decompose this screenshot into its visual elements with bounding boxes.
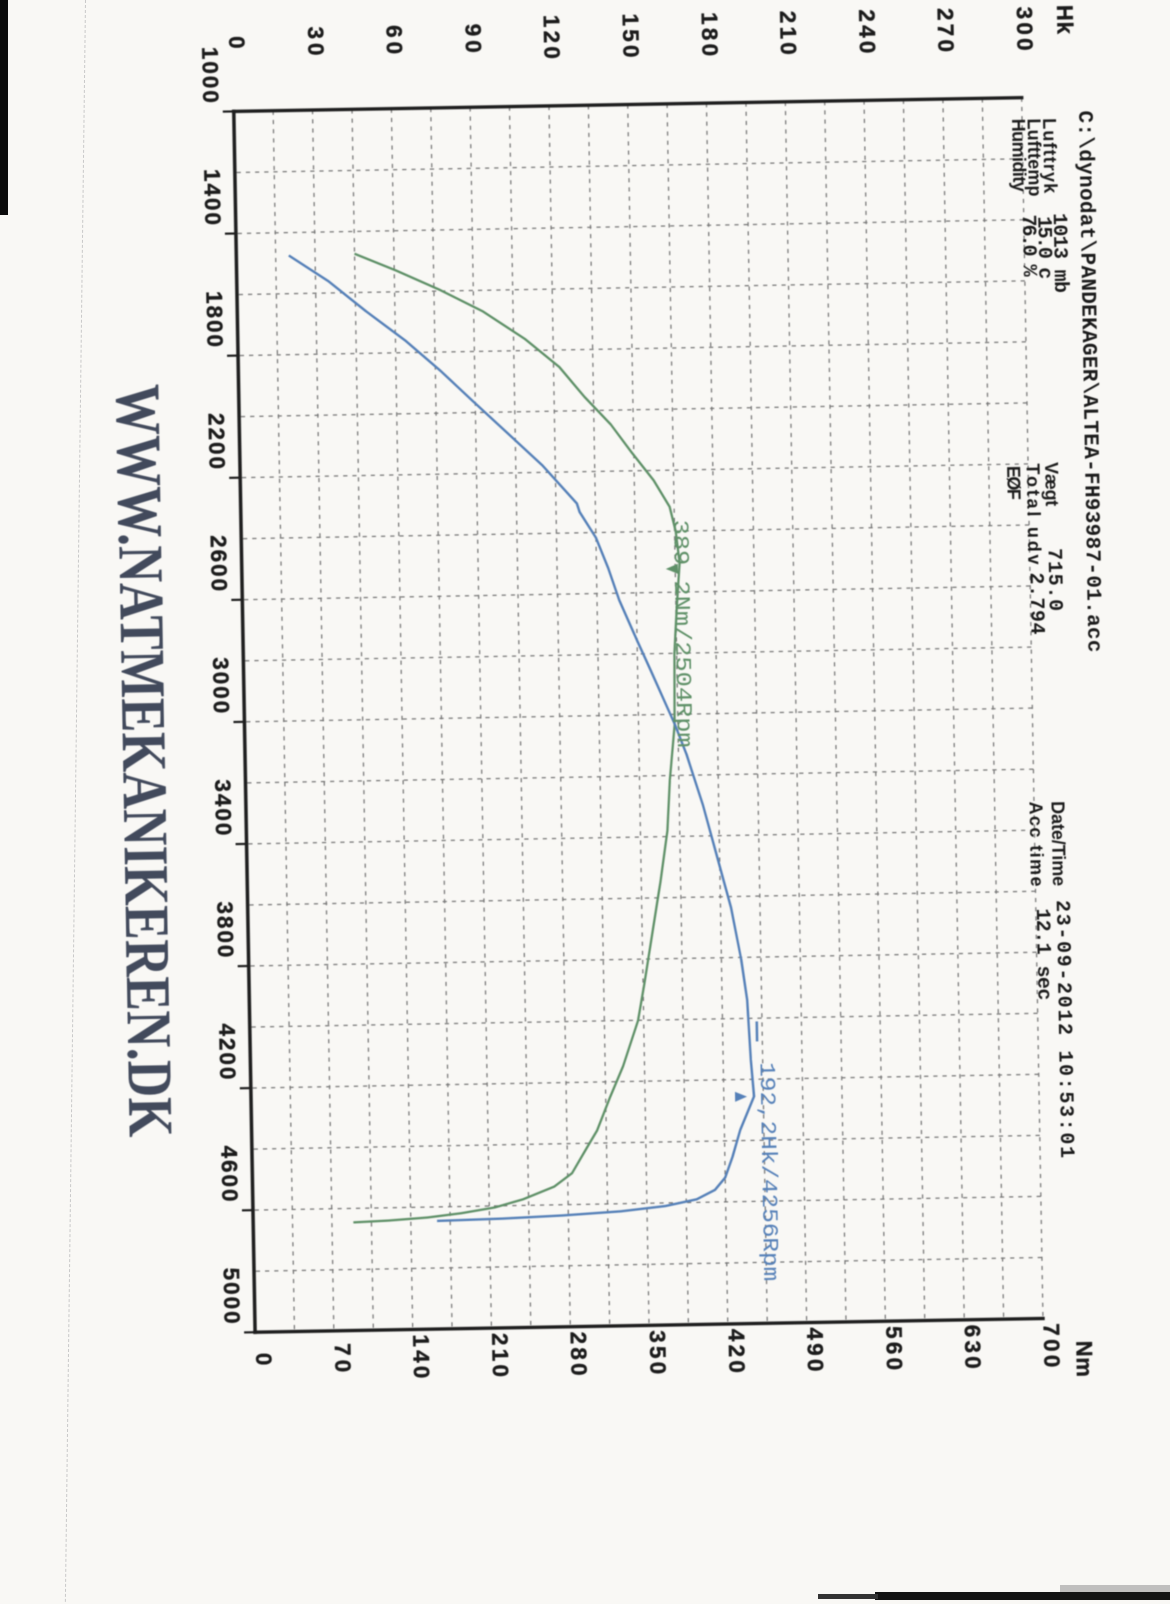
svg-text:280: 280 (566, 1331, 592, 1375)
svg-text:350: 350 (645, 1330, 671, 1374)
svg-text:1800: 1800 (201, 291, 227, 347)
svg-text:420: 420 (723, 1329, 749, 1373)
svg-text:2200: 2200 (204, 413, 230, 469)
svg-text:270: 270 (933, 8, 959, 52)
svg-text:140: 140 (408, 1334, 434, 1378)
svg-text:Date/Time: Date/Time (1047, 801, 1068, 886)
svg-text:560: 560 (881, 1326, 907, 1370)
svg-text:Total udv: Total udv (1023, 463, 1045, 564)
svg-text:30: 30 (303, 26, 329, 55)
svg-text:12.1 sec: 12.1 sec (1030, 908, 1055, 1000)
svg-text:Acc time: Acc time (1025, 801, 1046, 886)
svg-text:2.794: 2.794 (1023, 572, 1047, 634)
svg-text:490: 490 (802, 1327, 828, 1371)
svg-text:Humidity: Humidity (1008, 119, 1029, 192)
svg-text:EØF: EØF (1003, 466, 1024, 500)
svg-text:210: 210 (487, 1333, 513, 1377)
svg-text:4600: 4600 (216, 1145, 242, 1201)
svg-text:700: 700 (1039, 1323, 1065, 1367)
svg-text:Hk: Hk (1052, 5, 1078, 35)
svg-text:0: 0 (224, 36, 249, 49)
svg-text:23-09-2012 10:53:01: 23-09-2012 10:53:01 (1050, 900, 1077, 1158)
svg-text:240: 240 (854, 9, 880, 53)
svg-text:300: 300 (1012, 6, 1038, 50)
svg-text:76.0 %: 76.0 % (1016, 214, 1040, 277)
svg-text:120: 120 (539, 15, 565, 59)
svg-text:70: 70 (330, 1343, 356, 1372)
svg-text:C:\dynodat\PANDEKAGER\ALTEA-FH: C:\dynodat\PANDEKAGER\ALTEA-FH93987-01.a… (1072, 110, 1104, 652)
svg-text:150: 150 (618, 13, 644, 57)
svg-text:389,2Nm/2504Rpm: 389,2Nm/2504Rpm (667, 519, 696, 747)
svg-text:Vægt: Vægt (1041, 462, 1062, 506)
svg-text:192,2Hk/4256Rpm: 192,2Hk/4256Rpm (753, 1062, 782, 1281)
svg-text:210: 210 (775, 11, 801, 55)
svg-text:60: 60 (381, 25, 407, 54)
svg-text:WWW.NATMEKANIKEREN.DK: WWW.NATMEKANIKEREN.DK (103, 384, 186, 1138)
svg-text:1400: 1400 (199, 169, 225, 225)
svg-text:2600: 2600 (206, 535, 232, 591)
svg-text:3800: 3800 (212, 901, 238, 957)
svg-text:0: 0 (251, 1353, 276, 1366)
svg-text:3400: 3400 (210, 779, 236, 835)
svg-text:3000: 3000 (208, 657, 234, 713)
svg-text:5000: 5000 (218, 1267, 244, 1323)
svg-text:1000: 1000 (197, 47, 223, 103)
svg-text:630: 630 (960, 1324, 986, 1368)
svg-text:90: 90 (460, 24, 486, 53)
svg-text:4200: 4200 (214, 1023, 240, 1079)
svg-text:180: 180 (696, 12, 722, 56)
svg-text:Nm: Nm (1071, 1341, 1097, 1377)
